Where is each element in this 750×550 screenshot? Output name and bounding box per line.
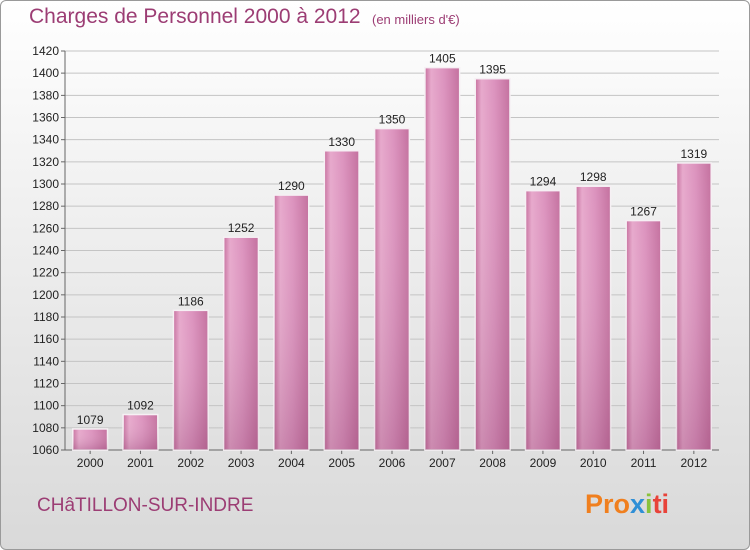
chart-title: Charges de Personnel 2000 à 2012 [29,5,361,28]
x-tick-label: 2011 [631,456,657,470]
logo-part: i [645,489,653,519]
x-tick-label: 2000 [77,456,104,470]
y-tick-label: 1220 [32,266,59,280]
bar-shade [72,428,108,450]
y-tick-label: 1360 [32,111,59,125]
x-tick-label: 2007 [429,456,456,470]
data-label: 1290 [278,179,305,193]
data-label: 1186 [178,294,204,308]
labels: 1060 1080 1100 1120 1140 1160 1180 1200 1220 1240… [32,44,707,470]
x-tick-label: 2002 [177,456,204,470]
x-tick-label: 2010 [580,456,607,470]
x-tick-label: 2012 [680,456,707,470]
bar-shade [525,190,561,450]
bar-shade [173,310,209,450]
data-label: 1267 [630,205,657,219]
y-tick-label: 1240 [32,244,59,258]
proxiti-logo: Proxiti [585,489,669,520]
y-tick-label: 1120 [33,377,59,391]
data-label: 1395 [479,63,506,77]
y-tick-label: 1320 [32,155,59,169]
data-label: 1294 [530,175,557,189]
bars [72,66,712,451]
data-label: 1350 [379,113,406,127]
x-tick-label: 2006 [379,456,406,470]
y-tick-label: 1340 [32,133,59,147]
y-tick-label: 1140 [33,354,59,368]
bar-shade [676,162,712,451]
data-label: 1079 [77,413,104,427]
x-tick-label: 2001 [127,456,154,470]
y-tick-label: 1180 [33,310,59,324]
y-tick-label: 1200 [32,288,59,302]
y-tick-label: 1280 [32,199,59,213]
y-tick-label: 1100 [33,399,59,413]
bar-shade [274,195,309,450]
y-tick-label: 1420 [32,44,59,58]
logo-part: Pro [585,489,631,519]
data-label: 1319 [680,147,707,161]
bar-shade [424,67,460,450]
data-label: 1330 [328,135,355,149]
bar-shade [324,150,360,450]
bar-shade [575,186,611,450]
bar-shade [626,220,661,450]
bar-chart: 1060 1080 1100 1120 1140 1160 1180 1200 1220 1240… [32,44,719,470]
bar-shade [123,414,158,450]
bar-shade [223,237,259,450]
data-label: 1298 [580,170,607,184]
y-tick-label: 1160 [33,332,59,346]
y-tick-label: 1060 [32,443,59,457]
x-tick-label: 2009 [530,456,557,470]
y-tick-label: 1380 [32,88,59,102]
x-tick-label: 2004 [278,456,305,470]
data-label: 1092 [127,399,154,413]
y-tick-label: 1300 [32,177,59,191]
city-name: CHâTILLON-SUR-INDRE [37,495,254,516]
x-tick-label: 2008 [479,456,506,470]
chart-unit: (en milliers d'€) [372,12,460,27]
bar-shade [374,128,410,450]
bar-shade [475,78,510,450]
y-tick-label: 1400 [32,66,59,80]
x-tick-label: 2003 [228,456,255,470]
x-tick-label: 2005 [328,456,355,470]
y-tick-label: 1260 [32,221,59,235]
y-tick-label: 1080 [32,421,59,435]
data-label: 1252 [228,221,255,235]
logo-part: ti [652,489,670,519]
data-label: 1405 [429,52,456,66]
logo-part: x [630,489,646,519]
